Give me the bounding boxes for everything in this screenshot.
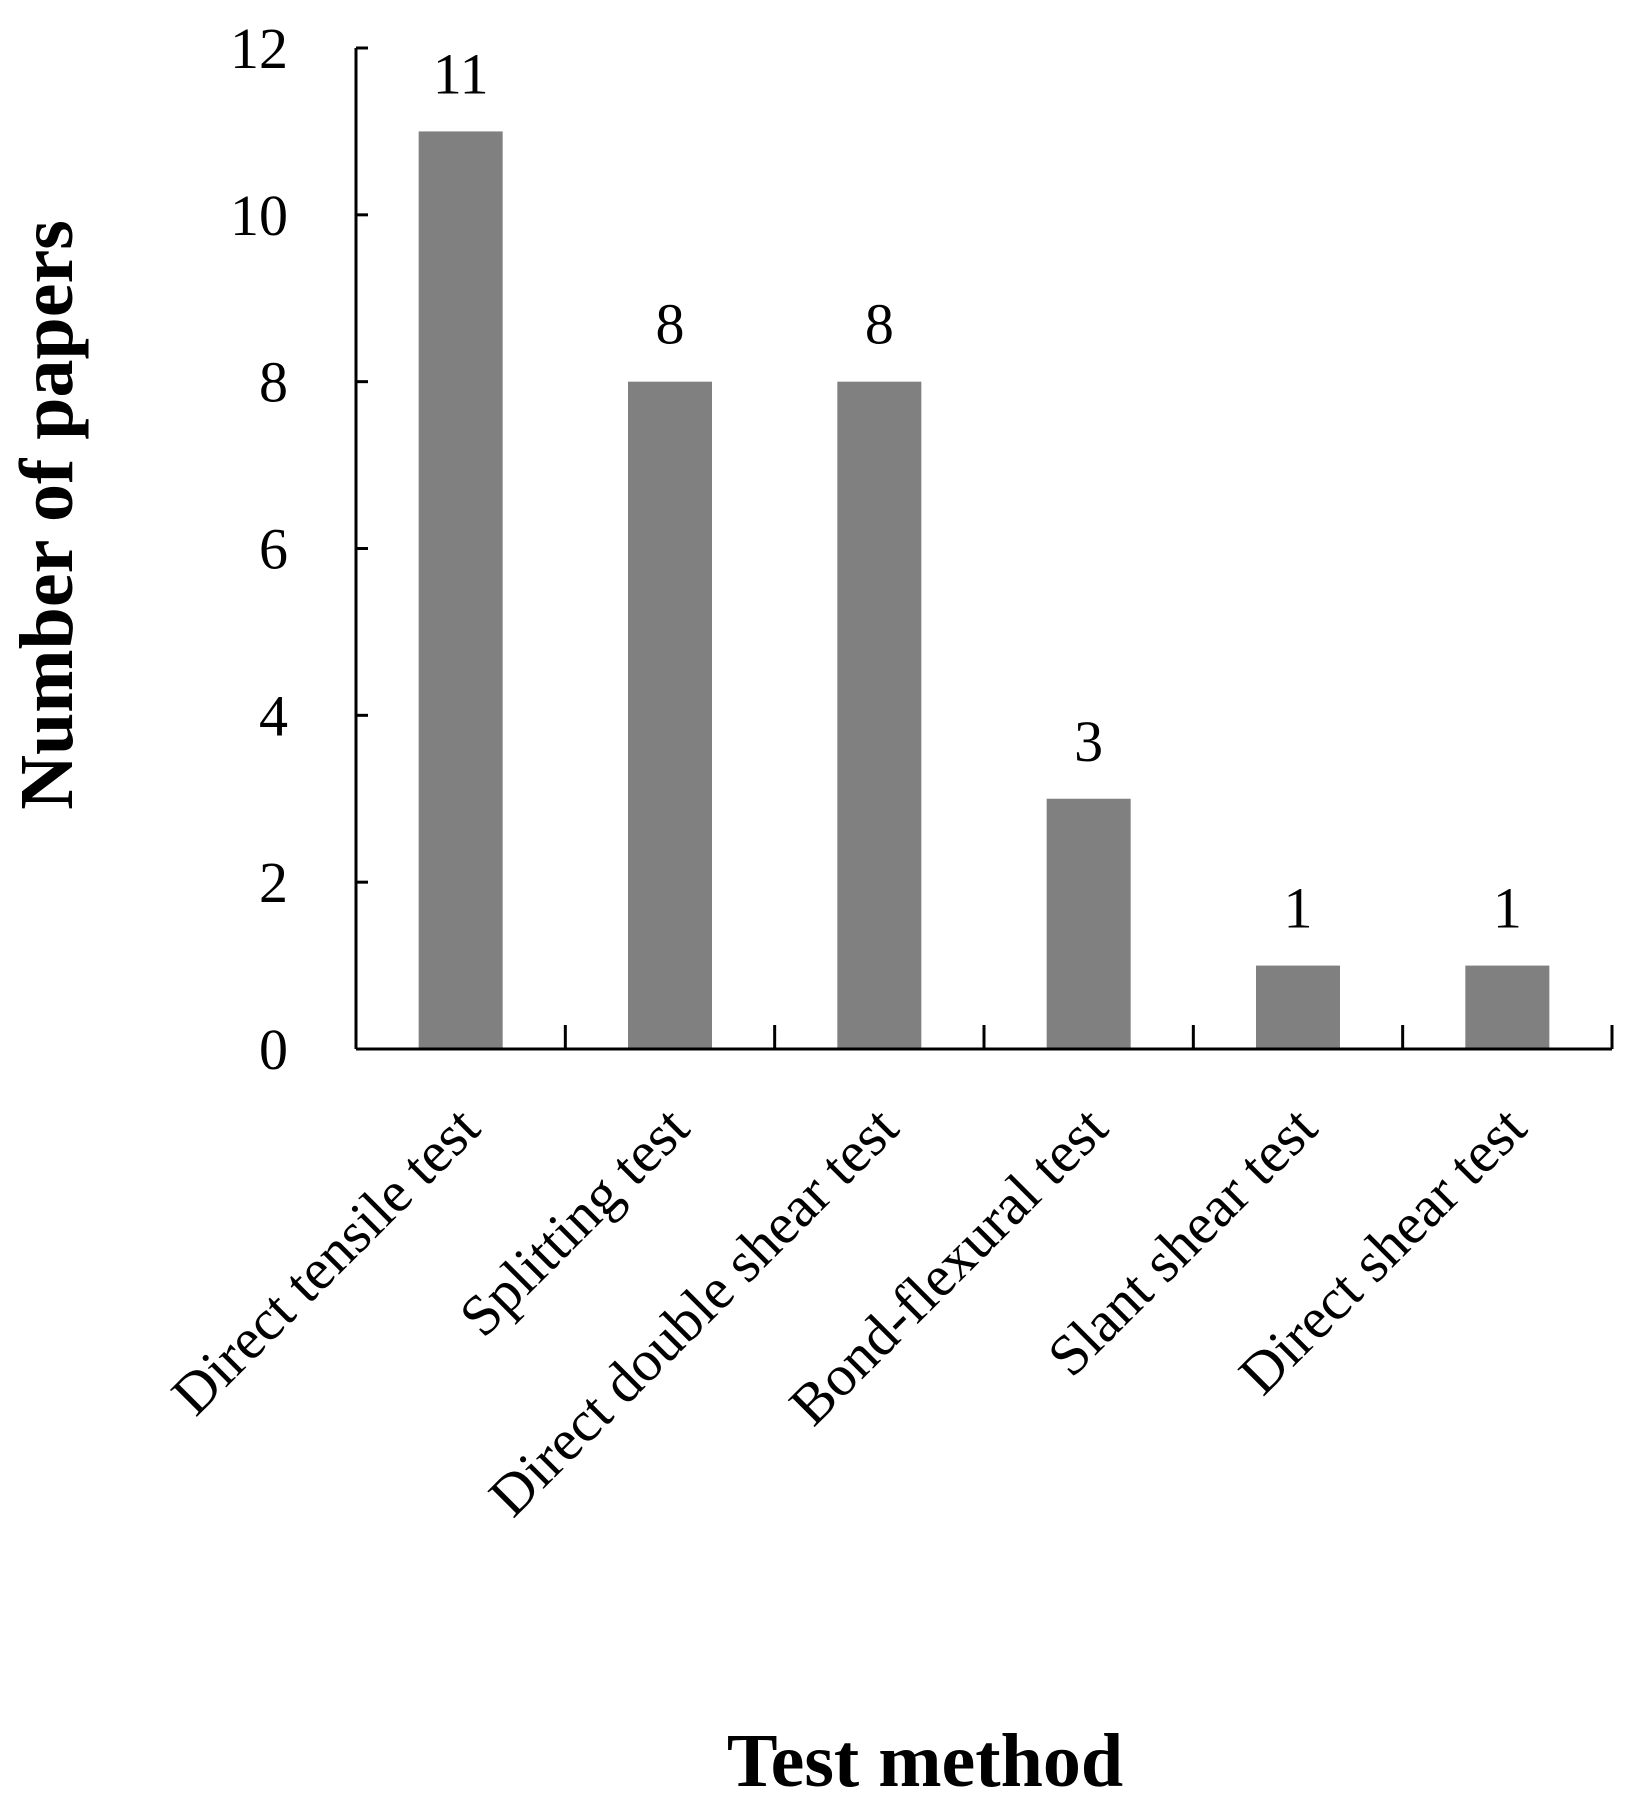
- category-label: Direct double shear test: [476, 1094, 910, 1528]
- y-tick-label: 2: [259, 850, 288, 915]
- y-tick-label: 4: [259, 683, 288, 748]
- data-label: 3: [1074, 709, 1103, 774]
- bar: [1046, 798, 1131, 1049]
- data-label: 1: [1284, 876, 1313, 941]
- x-axis-title: Test method: [727, 1719, 1123, 1799]
- data-label: 8: [656, 292, 685, 357]
- y-tick-label: 12: [230, 16, 288, 81]
- x-ticks-group: [563, 1025, 1614, 1049]
- y-tick-label: 10: [230, 183, 288, 248]
- bar: [1256, 965, 1340, 1049]
- y-tick-label: 0: [259, 1017, 288, 1082]
- bar: [418, 131, 503, 1049]
- data-label: 1: [1493, 876, 1522, 941]
- y-tick-label: 6: [259, 517, 288, 582]
- data-label: 8: [865, 292, 894, 357]
- category-label: Direct tensile test: [159, 1094, 492, 1427]
- bar: [837, 381, 922, 1050]
- data-label: 11: [433, 41, 489, 106]
- axes-group: [354, 48, 1612, 1051]
- y-ticks-group: 0 2 4 6 8 10 12: [230, 16, 368, 1082]
- data-labels-group: 118 831 1: [433, 41, 1522, 940]
- bars-group: [418, 131, 1550, 1050]
- y-tick-label: 8: [259, 350, 288, 415]
- y-axis-title: Number of papers: [5, 220, 89, 810]
- bar: [628, 381, 712, 1050]
- bar: [1465, 965, 1550, 1049]
